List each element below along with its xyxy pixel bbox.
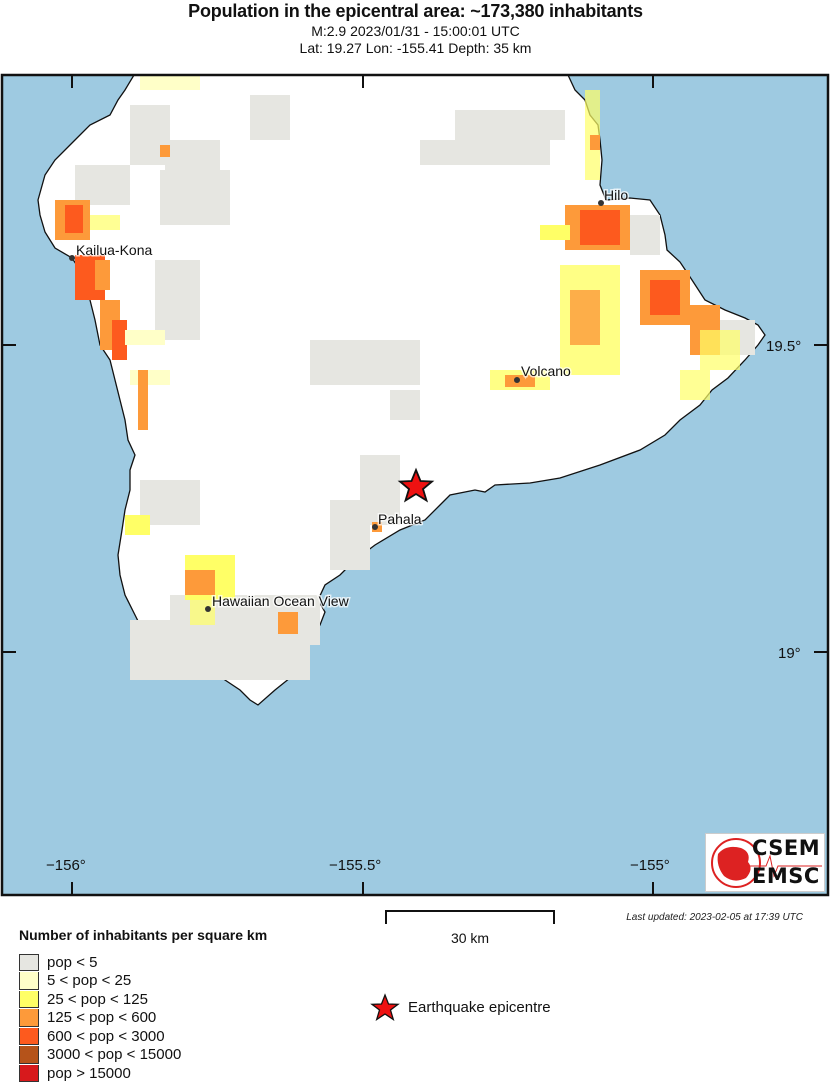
y-tick-label: 19.5° (766, 338, 801, 355)
legend-title: Number of inhabitants per square km (19, 927, 268, 943)
epicenter-star-icon (397, 467, 435, 503)
scale-label: 30 km (450, 930, 490, 946)
last-updated: Last updated: 2023-02-05 at 17:39 UTC (626, 912, 803, 923)
legend-label: 600 < pop < 3000 (47, 1027, 165, 1045)
legend-label: pop > 15000 (47, 1064, 131, 1082)
legend-item: 125 < pop < 600 (19, 1009, 181, 1028)
population-map: −156° −155.5° −155° 19.5° 19° Kailua-Kon… (0, 73, 830, 897)
x-tick-label: −155° (630, 857, 670, 874)
epicentre-legend: Earthquake epicentre (370, 993, 551, 1021)
legend-label: 125 < pop < 600 (47, 1009, 157, 1027)
event-info: M:2.9 2023/01/31 - 15:00:01 UTC (311, 23, 520, 39)
place-label-volcano: Volcano (521, 363, 571, 379)
place-markers (69, 200, 604, 612)
population-legend: pop < 5 5 < pop < 25 25 < pop < 125 125 … (19, 953, 181, 1083)
place-label-hilo: Hilo (604, 187, 628, 203)
legend-label: 25 < pop < 125 (47, 990, 148, 1008)
legend-item: 3000 < pop < 15000 (19, 1046, 181, 1065)
logo-text-emsc: EMSC (752, 864, 820, 888)
legend-item: pop > 15000 (19, 1064, 181, 1083)
place-label-kailua-kona: Kailua-Kona (76, 242, 152, 258)
legend-label: pop < 5 (47, 953, 98, 971)
logo-text-csem: CSEM (752, 836, 821, 860)
y-tick-label: 19° (778, 645, 801, 662)
legend-item: 600 < pop < 3000 (19, 1027, 181, 1046)
legend-item: 25 < pop < 125 (19, 990, 181, 1009)
x-tick-label: −156° (46, 857, 86, 874)
x-tick-label: −155.5° (329, 857, 381, 874)
map-title: Population in the epicentral area: ~173,… (188, 1, 643, 21)
epicenter-star-icon (370, 993, 400, 1021)
legend-swatch (19, 953, 39, 971)
globe-icon (711, 838, 822, 888)
legend-label: 5 < pop < 25 (47, 972, 132, 990)
place-label-hawaiian-ocean-view: Hawaiian Ocean View (212, 593, 350, 609)
legend-swatch (19, 1027, 39, 1045)
epicentre-legend-label: Earthquake epicentre (408, 998, 551, 1016)
legend-item: 5 < pop < 25 (19, 972, 181, 991)
legend-item: pop < 5 (19, 953, 181, 972)
map-frame (0, 73, 830, 897)
legend-label: 3000 < pop < 15000 (47, 1046, 182, 1064)
legend-swatch (19, 1064, 39, 1082)
place-label-pahala: Pahala (378, 511, 422, 527)
legend-swatch (19, 1009, 39, 1027)
csem-emsc-logo: CSEM EMSC (705, 833, 825, 892)
legend-swatch (19, 1046, 39, 1064)
scale-bar (385, 910, 555, 924)
legend-swatch (19, 990, 39, 1008)
location-info: Lat: 19.27 Lon: -155.41 Depth: 35 km (299, 40, 532, 56)
legend-swatch (19, 972, 39, 990)
axis-ticks (2, 75, 828, 895)
